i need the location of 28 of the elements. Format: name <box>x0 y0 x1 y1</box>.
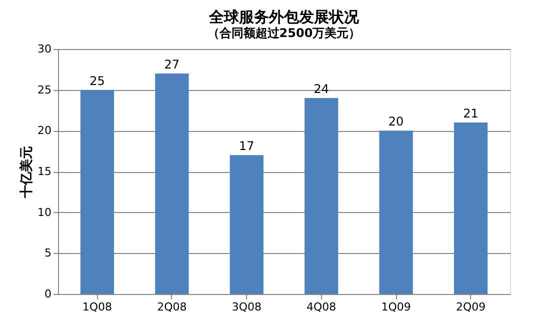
y-axis-title: 十亿美元 <box>18 146 35 199</box>
bar <box>230 155 264 294</box>
x-tick-label: 4Q08 <box>306 300 336 314</box>
x-tick-label: 2Q09 <box>456 300 486 314</box>
x-tick-label: 3Q08 <box>232 300 262 314</box>
chart-subtitle: （合同额超过2500万美元） <box>207 26 361 40</box>
bar <box>379 130 413 294</box>
bar <box>454 122 488 294</box>
chart-title: 全球服务外包发展状况 <box>208 8 360 26</box>
x-tick-label: 1Q09 <box>381 300 411 314</box>
data-label: 24 <box>314 82 329 96</box>
y-tick-label: 10 <box>38 206 52 219</box>
y-tick-label: 30 <box>38 42 52 56</box>
bar <box>155 74 189 294</box>
y-tick-label: 15 <box>38 165 52 178</box>
y-tick-label: 20 <box>38 124 52 138</box>
data-label: 25 <box>90 74 105 88</box>
bar <box>304 98 338 294</box>
data-label: 21 <box>463 106 478 120</box>
x-tick-label: 2Q08 <box>157 300 187 314</box>
data-label: 17 <box>239 139 254 154</box>
y-tick-label: 5 <box>44 246 52 260</box>
y-tick-label: 0 <box>44 288 52 300</box>
x-tick-label: 1Q08 <box>82 300 112 314</box>
y-tick-label: 25 <box>38 83 52 96</box>
data-label: 20 <box>388 114 404 129</box>
data-label: 27 <box>164 58 180 72</box>
bar <box>80 90 114 294</box>
